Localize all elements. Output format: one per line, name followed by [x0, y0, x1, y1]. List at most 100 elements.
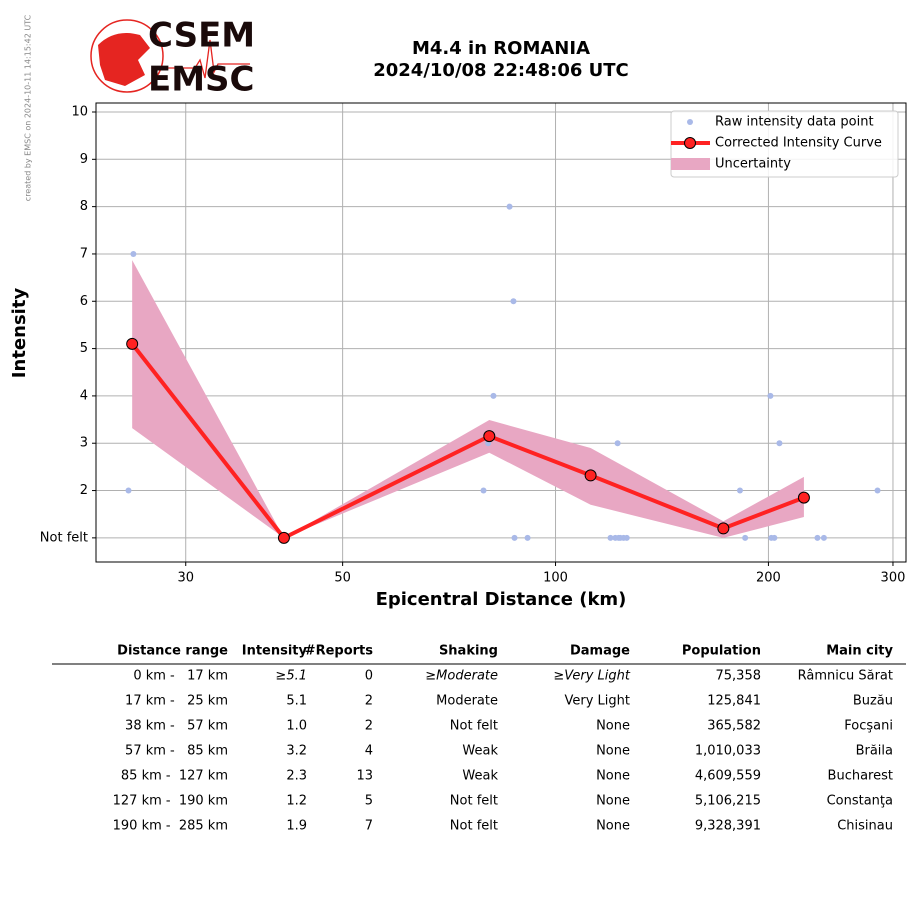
chart-subtitle: 2024/10/08 22:48:06 UTC: [373, 60, 629, 81]
table-cell: 0: [365, 669, 373, 684]
logo-bottom: EMSC: [148, 60, 255, 100]
raw-point: [511, 534, 518, 541]
raw-point: [767, 392, 774, 399]
raw-point: [607, 534, 614, 541]
plot-frame: [95, 102, 907, 563]
table-header: Distance range: [117, 644, 228, 659]
table-cell: Not felt: [450, 794, 498, 809]
raw-point: [771, 534, 778, 541]
table-cell: Brăila: [856, 744, 893, 759]
table-cell: 7: [365, 819, 373, 834]
raw-point: [490, 392, 497, 399]
table-cell: 1.2: [286, 794, 307, 809]
y-tick-label: 8: [80, 199, 88, 214]
raw-point: [524, 534, 531, 541]
y-tick-label: 4: [80, 388, 88, 403]
table-header: Damage: [570, 644, 630, 659]
table-cell: 4: [365, 744, 373, 759]
table-cell: Chisinau: [837, 819, 893, 834]
logo-globe: [90, 19, 164, 93]
table-cell: Constanţa: [827, 794, 893, 809]
table-cell: 127 km - 190 km: [113, 794, 228, 809]
x-tick-label: 30: [177, 571, 194, 586]
logo-wave: [152, 39, 250, 79]
raw-point: [623, 534, 630, 541]
table-cell: 2: [365, 694, 373, 709]
legend-label: Uncertainty: [715, 157, 791, 172]
table-cell: Not felt: [450, 819, 498, 834]
table-cell: 85 km - 127 km: [121, 769, 228, 784]
table-cell: 9,328,391: [695, 819, 761, 834]
table-cell: None: [596, 744, 630, 759]
curve-point: [584, 469, 597, 482]
raw-point: [125, 487, 132, 494]
y-tick-label: 5: [80, 341, 88, 356]
table-cell: 190 km - 285 km: [113, 819, 228, 834]
table-cell: 13: [356, 769, 373, 784]
y-tick-label: 7: [80, 246, 88, 261]
table-cell: None: [596, 769, 630, 784]
raw-point: [814, 534, 821, 541]
table-cell: None: [596, 719, 630, 734]
table-cell: None: [596, 819, 630, 834]
raw-point: [742, 534, 749, 541]
legend-marker: [687, 119, 693, 125]
y-tick-label: 3: [80, 436, 88, 451]
raw-point: [480, 487, 487, 494]
table-cell: Weak: [462, 769, 498, 784]
table-cell: 125,841: [707, 694, 761, 709]
raw-point: [130, 250, 137, 257]
table-cell: 5,106,215: [695, 794, 761, 809]
table-cell: Buzău: [853, 694, 893, 709]
table-cell: 17 km - 25 km: [125, 694, 228, 709]
table-cell: Weak: [462, 744, 498, 759]
table-header: Population: [682, 644, 761, 659]
table-cell: None: [596, 794, 630, 809]
x-axis-label: Epicentral Distance (km): [376, 589, 627, 610]
raw-point: [874, 487, 881, 494]
legend-label: Raw intensity data point: [715, 115, 874, 130]
table-cell: 38 km - 57 km: [125, 719, 228, 734]
table-header: Main city: [826, 644, 893, 659]
y-tick-label: Not felt: [40, 530, 88, 545]
table-header: Intensity: [242, 644, 308, 659]
table-cell: 4,609,559: [695, 769, 761, 784]
raw-point: [736, 487, 743, 494]
x-tick-label: 50: [334, 571, 351, 586]
curve-point: [483, 430, 496, 443]
table-cell: Not felt: [450, 719, 498, 734]
table-cell: 57 km - 85 km: [125, 744, 228, 759]
table-cell: ≥Very Light: [553, 669, 631, 684]
table-cell: ≥Moderate: [425, 669, 498, 684]
y-tick-label: 6: [80, 294, 88, 309]
table-cell: ≥5.1: [275, 669, 307, 684]
legend-label: Corrected Intensity Curve: [715, 136, 882, 151]
y-tick-label: 9: [80, 152, 88, 167]
x-tick-label: 100: [543, 571, 568, 586]
table-cell: Râmnicu Sărat: [798, 669, 893, 684]
table-header: #Reports: [305, 644, 374, 659]
table-cell: 1.9: [286, 819, 307, 834]
curve-point: [126, 337, 139, 350]
chart-title: M4.4 in ROMANIA: [412, 38, 590, 59]
table-cell: 5: [365, 794, 373, 809]
x-tick-label: 300: [881, 571, 906, 586]
plot: 30 50 100 200 300 Not felt 2 3 4 5 6 7 8 9 10 Raw inten…: [40, 102, 907, 586]
curve-line: [130, 342, 805, 541]
raw-point: [820, 534, 827, 541]
logo-top: CSEM: [148, 16, 255, 56]
y-tick-label: 2: [80, 483, 88, 498]
raw-point: [510, 298, 517, 305]
table-cell: 75,358: [716, 669, 762, 684]
curve-point: [797, 491, 810, 504]
table-cell: Bucharest: [828, 769, 893, 784]
credit: created by EMSC on 2024-10-11 14:15:42 U…: [24, 14, 33, 201]
table-cell: 1,010,033: [695, 744, 761, 759]
y-axis-label: Intensity: [9, 288, 30, 379]
curve-point: [717, 522, 730, 535]
table-cell: 3.2: [286, 744, 307, 759]
raw-point: [614, 440, 621, 447]
legend-marker: [671, 158, 710, 170]
table-cell: 0 km - 17 km: [133, 669, 228, 684]
